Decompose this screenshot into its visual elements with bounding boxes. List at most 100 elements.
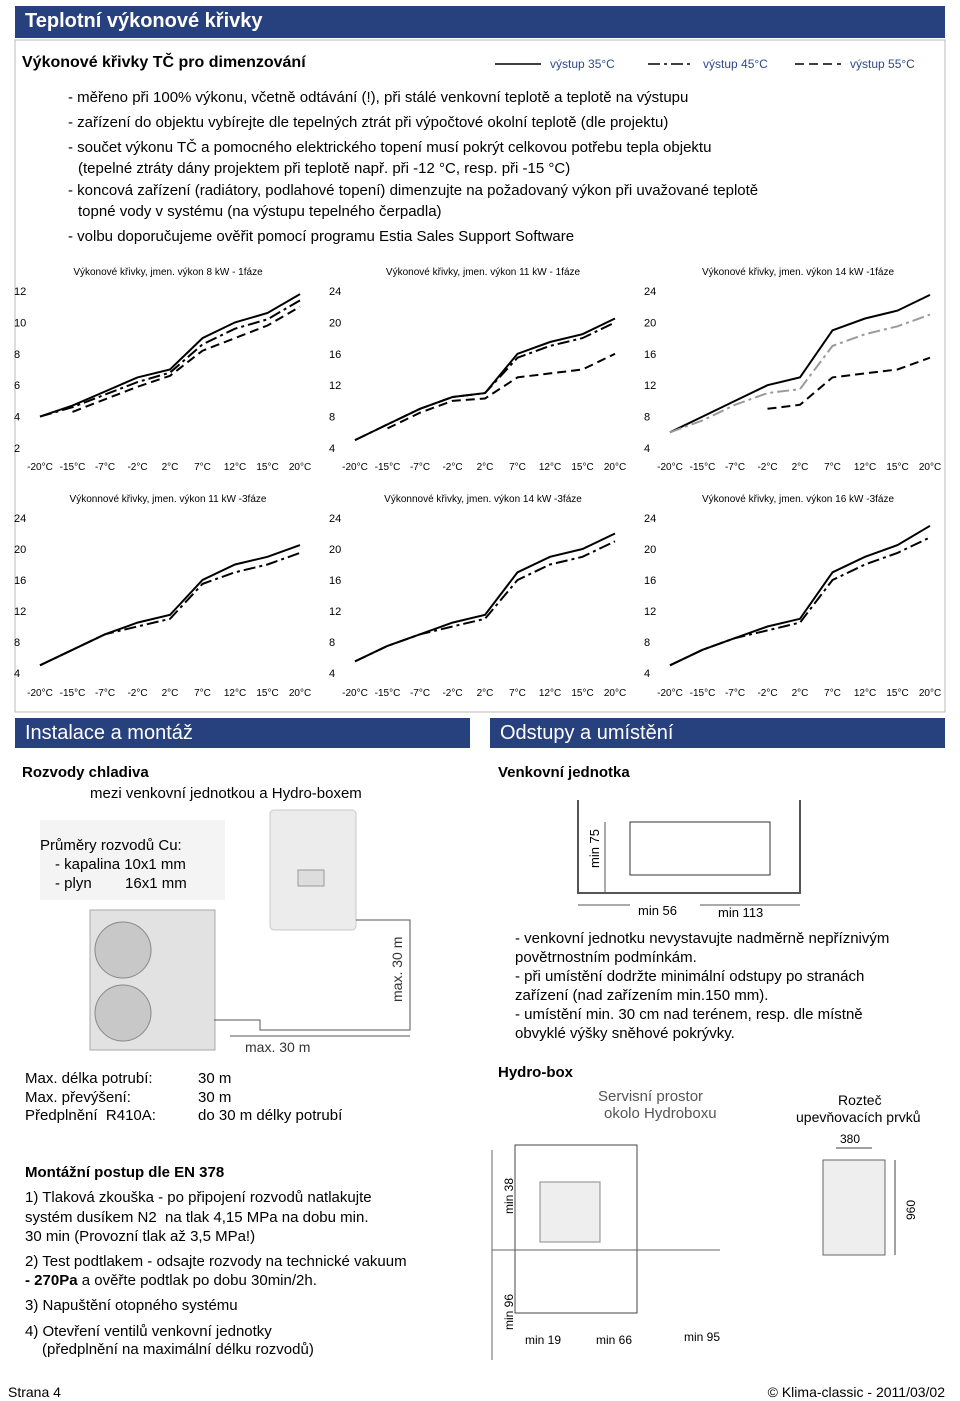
- subtitle: Hydro-box: [498, 1064, 573, 1081]
- x-tick-label: -20°C: [342, 688, 368, 699]
- hydrobox-mount: [822, 1159, 886, 1256]
- note-line: zařízení (nad zařízením min.150 mm).: [515, 987, 769, 1004]
- x-tick-label: -2°C: [442, 688, 462, 699]
- x-tick-label: 2°C: [792, 462, 809, 473]
- x-tick-label: 20°C: [604, 462, 626, 473]
- dimension-label: min 38: [502, 1177, 516, 1214]
- pipe-box: [40, 820, 225, 900]
- wall: [577, 800, 801, 894]
- x-tick-label: 15°C: [571, 462, 593, 473]
- y-tick-label: 8: [329, 637, 335, 649]
- y-tick-label: 12: [14, 286, 26, 298]
- series-line: [354, 317, 616, 442]
- section-frame: [14, 39, 946, 713]
- x-tick-label: -15°C: [60, 688, 86, 699]
- dimension-label: 380: [840, 1132, 861, 1146]
- limit-label: Max. převýšení:: [25, 1089, 131, 1106]
- y-tick-label: 20: [644, 317, 656, 329]
- section-title: Odstupy a umístění: [500, 722, 674, 744]
- x-tick-label: 12°C: [539, 688, 561, 699]
- service-space: [514, 1144, 638, 1314]
- x-tick-label: -7°C: [725, 688, 745, 699]
- y-tick-label: 4: [14, 412, 20, 424]
- step-line: systém dusíkem N2 na tlak 4,15 MPa na do…: [25, 1209, 369, 1226]
- step-line: - 270Pa a ověřte podtlak po dobu 30min/2…: [25, 1272, 317, 1290]
- x-tick-label: -15°C: [60, 462, 86, 473]
- x-tick-label: 15°C: [571, 688, 593, 699]
- x-tick-label: 7°C: [194, 688, 211, 699]
- series-line: [669, 313, 931, 434]
- limit-label: Předplnění R410A:: [25, 1107, 156, 1124]
- x-tick-label: -2°C: [442, 462, 462, 473]
- y-tick-label: 16: [644, 349, 656, 361]
- pipe-text: - plyn 16x1 mm: [55, 875, 187, 892]
- fan: [94, 921, 152, 979]
- figure-label: Servisní prostor: [598, 1088, 704, 1105]
- x-tick-label: 15°C: [886, 462, 908, 473]
- x-tick-label: -20°C: [342, 462, 368, 473]
- text-line: (tepelné ztráty dány projektem při teplo…: [78, 160, 571, 177]
- note-line: povětrnostním podmínkám.: [515, 949, 697, 966]
- chart-title: Výkonnové křivky, jmen. výkon 11 kW -3fá…: [70, 494, 267, 505]
- chart-title: Výkonové křivky, jmen. výkon 16 kW -3fáz…: [702, 494, 895, 505]
- chart-title: Výkonnové křivky, jmen. výkon 14 kW -3fá…: [384, 494, 582, 505]
- note-line: - venkovní jednotku nevystavujte nadměrn…: [515, 930, 890, 947]
- limit-value: 30 m: [198, 1070, 232, 1087]
- series-line: [387, 352, 616, 430]
- y-tick-label: 24: [644, 513, 656, 525]
- hydrobox-display: [297, 869, 325, 887]
- limit-value: 30 m: [198, 1089, 232, 1106]
- x-tick-label: 15°C: [256, 462, 278, 473]
- dimension-label: min 96: [502, 1293, 516, 1330]
- step-line: (předplnění na maximální délku rozvodů): [42, 1341, 314, 1358]
- pipe: [214, 930, 411, 1031]
- y-tick-label: 24: [644, 286, 656, 298]
- outdoor-unit-outline: [629, 821, 771, 876]
- header-bar: Teplotní výkonové křivky: [15, 6, 945, 38]
- y-tick-label: 16: [644, 575, 656, 587]
- y-tick-label: 16: [14, 575, 26, 587]
- dimension-label: min 75: [587, 828, 602, 868]
- series-line: [39, 544, 301, 667]
- section-title: Instalace a montáž: [25, 722, 193, 744]
- figure-label: okolo Hydroboxu: [604, 1105, 717, 1122]
- y-tick-label: 8: [644, 637, 650, 649]
- x-tick-label: 12°C: [854, 688, 876, 699]
- section-title: Výkonové křivky TČ pro dimenzování: [22, 54, 306, 71]
- x-tick-label: 2°C: [477, 462, 494, 473]
- dimension-label: min 95: [684, 1330, 721, 1344]
- procedure-title: Montážní postup dle EN 378: [25, 1164, 225, 1181]
- text-line: topné vody v systému (na výstupu tepelné…: [78, 203, 442, 220]
- x-tick-label: 15°C: [886, 688, 908, 699]
- pipe-text: - kapalina 10x1 mm: [55, 856, 186, 873]
- y-tick-label: 12: [14, 606, 26, 618]
- dimension-label: min 66: [596, 1333, 633, 1347]
- x-tick-label: 7°C: [509, 462, 526, 473]
- series-line: [669, 536, 931, 667]
- chart-title: Výkonové křivky, jmen. výkon 14 kW -1fáz…: [702, 267, 895, 278]
- x-tick-label: -15°C: [690, 688, 716, 699]
- step-line: 1) Tlaková zkouška - po připojení rozvod…: [25, 1189, 372, 1206]
- series-line: [39, 293, 301, 418]
- x-tick-label: -20°C: [657, 688, 683, 699]
- legend-label: výstup 55°C: [850, 57, 915, 71]
- y-tick-label: 4: [14, 668, 20, 680]
- subtitle: Venkovní jednotka: [498, 764, 630, 781]
- y-tick-label: 20: [329, 544, 341, 556]
- y-tick-label: 8: [329, 412, 335, 424]
- text-line: - součet výkonu TČ a pomocného elektrick…: [68, 139, 712, 156]
- y-tick-label: 16: [329, 575, 341, 587]
- hydrobox-outline: [539, 1181, 601, 1243]
- step-bold: - 270Pa: [25, 1272, 78, 1289]
- y-tick-label: 4: [329, 443, 335, 455]
- dimension-label: min 56: [638, 903, 678, 918]
- x-tick-label: 20°C: [919, 462, 941, 473]
- x-tick-label: -7°C: [95, 688, 115, 699]
- x-tick-label: 2°C: [477, 688, 494, 699]
- series-line: [767, 356, 931, 410]
- y-tick-label: 20: [329, 317, 341, 329]
- step-line: 2) Test podtlakem - odsajte rozvody na t…: [25, 1253, 407, 1270]
- x-tick-label: 20°C: [919, 688, 941, 699]
- y-tick-label: 6: [14, 380, 20, 392]
